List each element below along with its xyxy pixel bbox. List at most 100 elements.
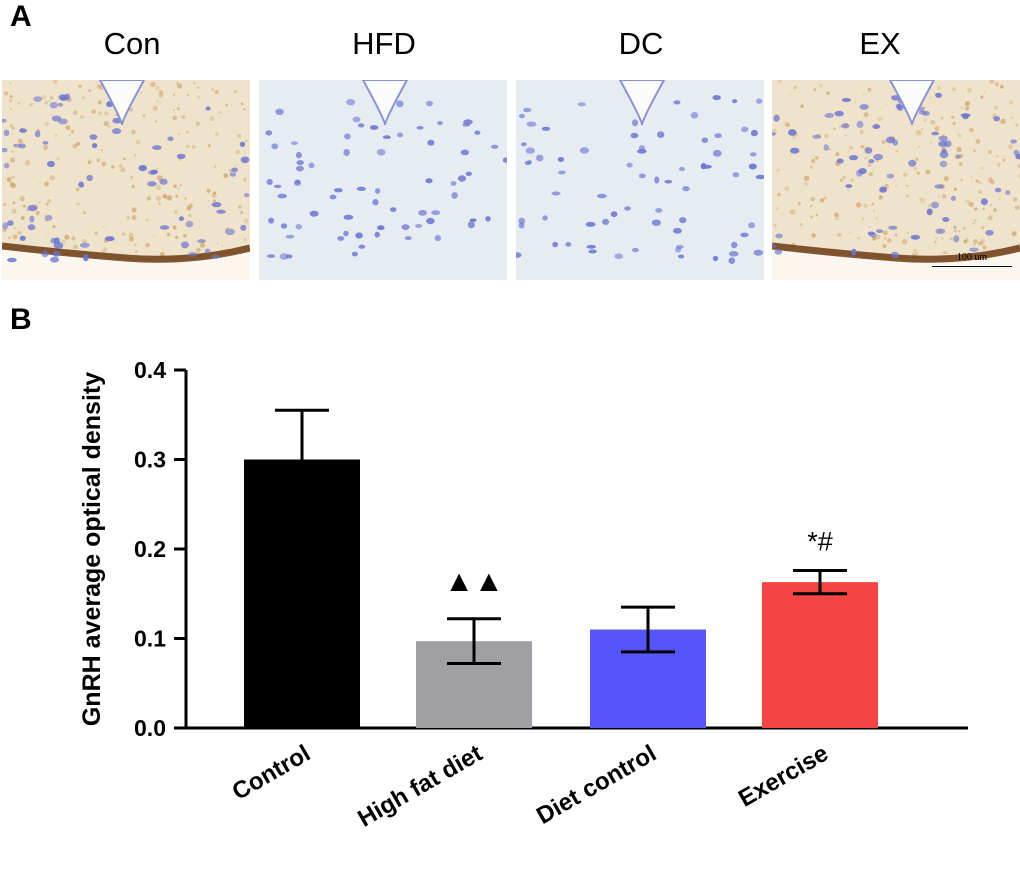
brown-stain-speck xyxy=(962,227,966,231)
nucleus xyxy=(431,210,441,216)
brown-stain-speck xyxy=(237,133,242,138)
nucleus xyxy=(49,102,58,109)
nucleus xyxy=(931,131,939,136)
brown-stain-speck xyxy=(120,167,126,173)
nucleus xyxy=(740,232,749,238)
brown-stain-speck xyxy=(935,237,937,239)
brown-stain-speck xyxy=(868,172,873,177)
nucleus xyxy=(845,184,853,188)
brown-stain-speck xyxy=(784,186,790,192)
brown-stain-speck xyxy=(158,89,164,95)
nucleus xyxy=(50,237,58,244)
brown-stain-speck xyxy=(953,187,957,191)
brown-stain-speck xyxy=(76,141,80,146)
nucleus xyxy=(985,229,994,236)
brown-stain-speck xyxy=(813,88,817,91)
brown-stain-speck xyxy=(804,175,810,181)
nucleus xyxy=(376,148,386,156)
nucleus xyxy=(382,135,391,140)
brown-stain-speck xyxy=(964,238,969,243)
brown-stain-speck xyxy=(1002,158,1006,162)
brown-stain-speck xyxy=(915,157,919,161)
nucleus xyxy=(79,242,90,248)
nucleus xyxy=(333,188,343,193)
brown-stain-speck xyxy=(982,207,985,210)
nucleus xyxy=(83,254,89,262)
nucleus xyxy=(358,244,366,249)
brown-stain-speck xyxy=(49,175,55,181)
brown-stain-speck xyxy=(925,169,931,175)
y-tick-label: 0.4 xyxy=(134,357,166,383)
brown-stain-speck xyxy=(172,225,177,230)
brown-stain-speck xyxy=(243,108,246,111)
nucleus xyxy=(755,174,764,180)
brown-stain-speck xyxy=(810,158,816,164)
brown-stain-speck xyxy=(800,222,803,226)
brown-stain-speck xyxy=(197,86,200,89)
brown-stain-speck xyxy=(65,125,71,130)
brown-stain-speck xyxy=(980,95,984,99)
nucleus xyxy=(942,217,950,222)
brown-stain-speck xyxy=(156,167,159,170)
nucleus xyxy=(753,249,764,256)
scale-bar-label: 100 um xyxy=(956,252,988,263)
brown-stain-speck xyxy=(191,145,196,149)
brown-stain-speck xyxy=(97,101,102,105)
brown-stain-speck xyxy=(135,139,141,145)
nucleus xyxy=(521,142,527,147)
brown-stain-speck xyxy=(1008,144,1014,150)
brown-stain-speck xyxy=(207,200,210,202)
brown-stain-speck xyxy=(131,129,136,135)
brown-stain-speck xyxy=(47,199,52,203)
brown-stain-speck xyxy=(121,232,126,236)
brown-stain-speck xyxy=(163,194,167,199)
nucleus xyxy=(679,217,687,224)
brown-stain-speck xyxy=(940,117,944,120)
nucleus xyxy=(610,211,618,218)
nucleus xyxy=(749,152,757,157)
brown-stain-speck xyxy=(1000,85,1004,89)
brown-stain-speck xyxy=(206,188,211,193)
brown-stain-speck xyxy=(233,90,237,94)
nucleus xyxy=(396,100,404,108)
brown-stain-speck xyxy=(882,230,888,236)
brown-stain-speck xyxy=(864,156,868,160)
brown-stain-speck xyxy=(987,215,993,221)
nucleus xyxy=(885,136,896,144)
brown-stain-speck xyxy=(784,121,790,127)
nucleus xyxy=(864,147,873,154)
brown-stain-speck xyxy=(225,103,229,107)
nucleus xyxy=(211,254,220,259)
brown-stain-speck xyxy=(184,197,187,200)
brown-stain-speck xyxy=(172,115,178,121)
nucleus xyxy=(980,198,988,206)
nucleus xyxy=(343,214,354,220)
nucleus xyxy=(994,187,1002,193)
micrograph-dc xyxy=(516,80,764,280)
y-tick-label: 0.0 xyxy=(134,715,166,741)
brown-stain-speck xyxy=(975,139,981,144)
brown-stain-speck xyxy=(934,125,940,132)
brown-stain-speck xyxy=(131,184,135,189)
nucleus xyxy=(729,251,739,257)
brown-stain-speck xyxy=(68,134,71,137)
nucleus xyxy=(308,162,315,169)
brown-stain-speck xyxy=(76,202,80,206)
nucleus xyxy=(346,98,356,106)
nucleus xyxy=(425,178,433,184)
nucleus xyxy=(712,95,721,101)
brown-stain-speck xyxy=(914,251,917,254)
brown-stain-speck xyxy=(990,179,995,185)
nucleus xyxy=(748,222,756,229)
nucleus xyxy=(1005,190,1011,195)
brown-stain-speck xyxy=(87,88,92,93)
brown-stain-speck xyxy=(835,152,840,157)
brown-stain-speck xyxy=(101,161,107,167)
brown-stain-speck xyxy=(40,94,47,100)
brown-stain-speck xyxy=(885,103,887,105)
nucleus xyxy=(309,210,319,217)
brown-stain-speck xyxy=(968,201,974,208)
brown-stain-speck xyxy=(187,94,189,97)
nucleus xyxy=(950,195,956,201)
nucleus xyxy=(197,239,206,244)
